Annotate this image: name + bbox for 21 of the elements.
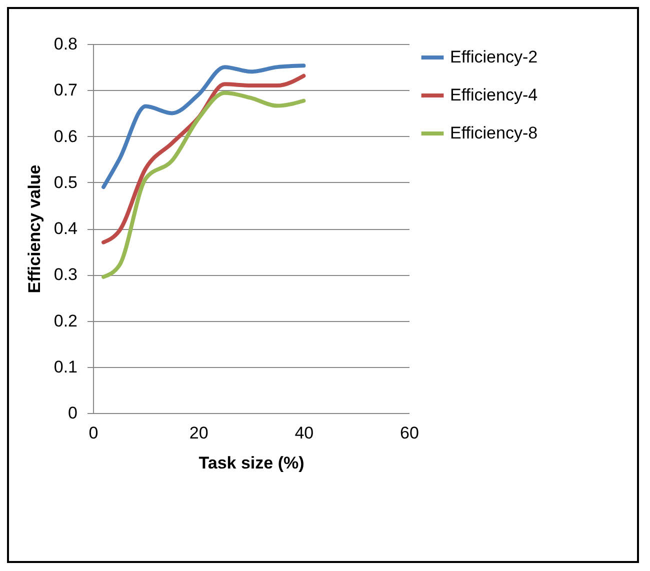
y-tick-label: 0 [68, 404, 78, 422]
legend-label: Efficiency-4 [450, 86, 538, 104]
y-tick-label: 0.2 [54, 311, 78, 330]
y-axis-title: Efficiency value [24, 164, 44, 294]
y-tick-label: 0.3 [54, 265, 78, 284]
x-tick-label: 0 [88, 424, 98, 442]
y-tick-label: 0.8 [54, 34, 78, 54]
legend-label: Efficiency-2 [450, 48, 538, 66]
x-tick-label: 60 [400, 424, 419, 442]
y-tick-label: 0.6 [54, 126, 78, 146]
y-tick-label: 0.4 [54, 219, 78, 238]
x-tick-label: 20 [189, 424, 208, 442]
x-axis-title: Task size (%) [198, 454, 304, 472]
line-series [102, 74, 306, 244]
line-series [102, 90, 306, 279]
y-tick-label: 0.1 [54, 357, 78, 376]
x-tick-label: 40 [294, 424, 314, 442]
y-tick-label: 0.5 [54, 172, 78, 192]
y-tick-label: 0.7 [54, 80, 78, 100]
legend-label: Efficiency-8 [450, 124, 538, 142]
line-series [102, 64, 306, 189]
